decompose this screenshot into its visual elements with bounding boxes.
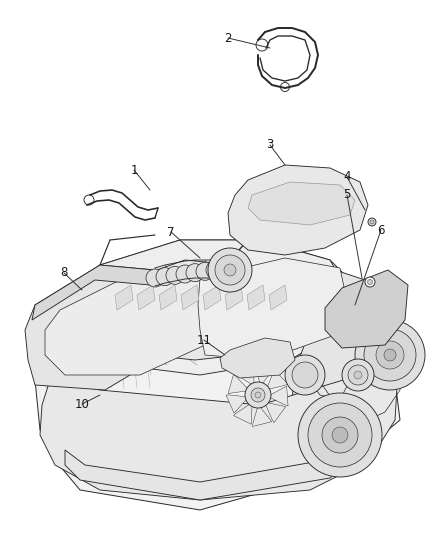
Polygon shape xyxy=(247,285,265,310)
Circle shape xyxy=(384,349,396,361)
Text: 6: 6 xyxy=(377,223,385,237)
Text: AIR CLEANER: AIR CLEANER xyxy=(282,202,318,208)
Polygon shape xyxy=(270,386,288,406)
Circle shape xyxy=(370,220,374,224)
Circle shape xyxy=(224,264,236,276)
Polygon shape xyxy=(198,258,345,360)
Text: Jeep: Jeep xyxy=(186,314,214,326)
Circle shape xyxy=(146,269,164,287)
Text: 4: 4 xyxy=(343,171,351,183)
Polygon shape xyxy=(137,285,155,310)
Circle shape xyxy=(348,365,368,385)
Circle shape xyxy=(364,329,416,381)
Circle shape xyxy=(176,265,194,283)
Polygon shape xyxy=(325,270,408,348)
Circle shape xyxy=(251,388,265,402)
Polygon shape xyxy=(267,370,288,389)
Circle shape xyxy=(368,218,376,226)
Circle shape xyxy=(376,341,404,369)
Circle shape xyxy=(332,292,368,328)
Polygon shape xyxy=(233,404,252,424)
Polygon shape xyxy=(228,374,248,393)
Polygon shape xyxy=(159,285,177,310)
Text: 10: 10 xyxy=(74,398,89,410)
Circle shape xyxy=(298,393,382,477)
Polygon shape xyxy=(32,265,155,320)
Circle shape xyxy=(196,262,214,280)
Circle shape xyxy=(245,382,271,408)
Circle shape xyxy=(332,427,348,443)
Polygon shape xyxy=(203,285,221,310)
Polygon shape xyxy=(25,265,160,390)
Circle shape xyxy=(256,39,268,51)
Circle shape xyxy=(280,83,290,92)
Circle shape xyxy=(255,392,261,398)
Text: 3: 3 xyxy=(266,139,274,151)
Text: 5: 5 xyxy=(343,189,351,201)
Circle shape xyxy=(156,268,174,286)
Polygon shape xyxy=(290,265,400,445)
Text: 11: 11 xyxy=(197,334,212,346)
Circle shape xyxy=(292,362,318,388)
Polygon shape xyxy=(220,338,295,378)
Text: 7: 7 xyxy=(167,225,175,238)
Circle shape xyxy=(365,277,375,287)
Polygon shape xyxy=(228,165,368,255)
Text: 3.7: 3.7 xyxy=(294,215,306,221)
Polygon shape xyxy=(40,340,400,500)
Circle shape xyxy=(215,255,245,285)
Circle shape xyxy=(84,195,94,205)
Circle shape xyxy=(354,371,362,379)
Circle shape xyxy=(342,359,374,391)
Polygon shape xyxy=(248,182,355,225)
Polygon shape xyxy=(65,440,355,500)
Text: 1: 1 xyxy=(130,164,138,176)
Polygon shape xyxy=(70,240,350,375)
Circle shape xyxy=(206,261,224,279)
Circle shape xyxy=(166,266,184,284)
Polygon shape xyxy=(269,285,287,310)
Circle shape xyxy=(355,320,425,390)
Polygon shape xyxy=(254,365,274,384)
Polygon shape xyxy=(226,395,247,413)
Polygon shape xyxy=(265,403,286,423)
Polygon shape xyxy=(115,285,133,310)
Circle shape xyxy=(367,279,372,285)
Circle shape xyxy=(208,248,252,292)
Circle shape xyxy=(285,355,325,395)
Circle shape xyxy=(339,299,361,321)
Text: 2: 2 xyxy=(224,31,232,44)
Polygon shape xyxy=(236,364,254,385)
Circle shape xyxy=(308,403,372,467)
Polygon shape xyxy=(225,285,243,310)
Polygon shape xyxy=(181,285,199,310)
Polygon shape xyxy=(252,407,272,426)
Circle shape xyxy=(186,264,204,281)
Polygon shape xyxy=(45,275,210,375)
Polygon shape xyxy=(35,240,400,510)
Circle shape xyxy=(322,417,358,453)
Text: 8: 8 xyxy=(60,266,68,279)
Polygon shape xyxy=(88,260,315,360)
